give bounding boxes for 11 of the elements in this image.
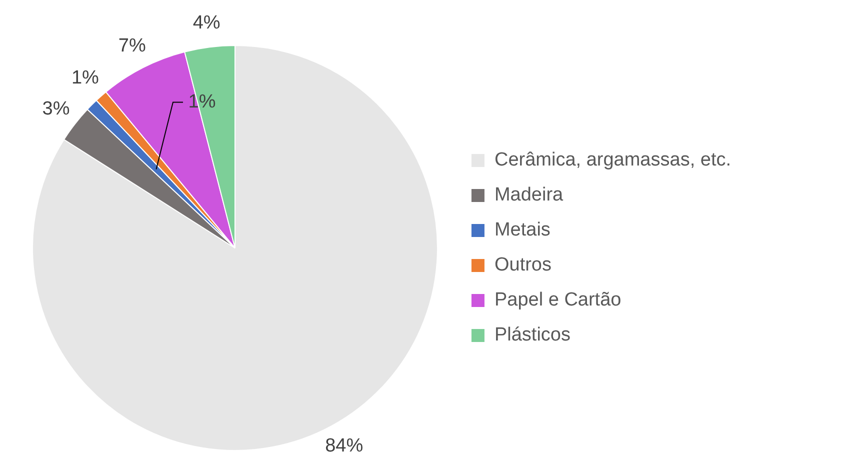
legend-label: Cerâmica, argamassas, etc.	[494, 150, 732, 171]
legend-label: Madeira	[494, 184, 564, 206]
data-label: 84%	[325, 436, 364, 457]
legend-label: Outros	[494, 254, 552, 276]
data-label: 3%	[42, 98, 70, 120]
data-label: 1%	[71, 67, 100, 88]
legend-label: Plásticos	[494, 324, 571, 346]
data-label: 4%	[192, 12, 220, 34]
legend-label: Metais	[494, 220, 550, 241]
legend-label: Papel e Cartão	[494, 290, 622, 311]
data-label: 7%	[118, 35, 146, 56]
